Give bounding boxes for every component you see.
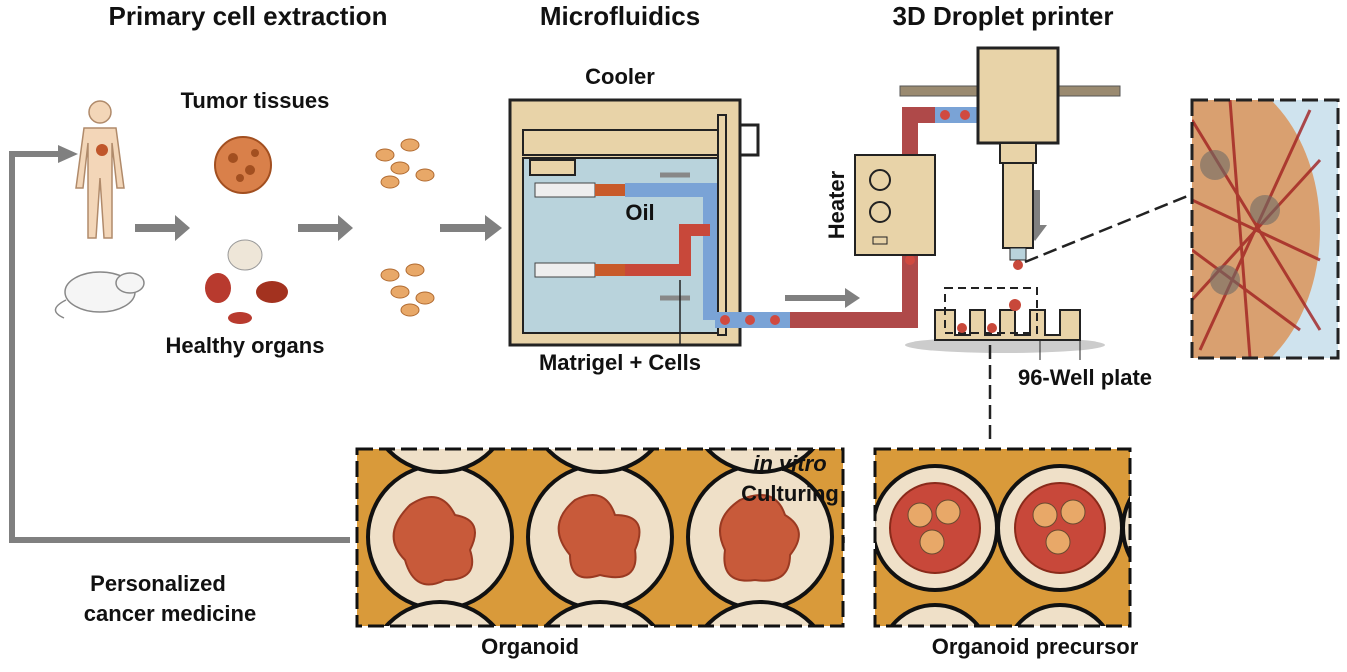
label: Healthy organs	[166, 333, 325, 358]
organoid-panel	[355, 447, 845, 628]
tumor-tissue	[214, 136, 272, 194]
arrows	[9, 145, 1047, 551]
label: Cooler	[585, 64, 655, 89]
well-plate	[905, 287, 1105, 445]
precursor-panel	[873, 447, 1132, 628]
label: Heater	[824, 170, 849, 239]
label: cancer medicine	[84, 601, 256, 626]
section-title: 3D Droplet printer	[892, 1, 1113, 31]
label: Organoid	[481, 634, 579, 659]
section-title: Primary cell extraction	[109, 1, 388, 31]
cells	[375, 138, 435, 317]
section-title: Microfluidics	[540, 1, 700, 31]
label: in vitro	[753, 451, 826, 476]
organs	[205, 239, 288, 324]
label: Matrigel + Cells	[539, 350, 701, 375]
label: Personalized	[90, 571, 226, 596]
label: Organoid precursor	[932, 634, 1139, 659]
label: 96-Well plate	[1018, 365, 1152, 390]
printer	[854, 46, 1191, 270]
zoom-panel	[1190, 98, 1340, 360]
label: Oil	[625, 200, 654, 225]
tubing	[715, 107, 990, 328]
cooler	[508, 98, 760, 347]
rat	[54, 271, 145, 319]
human-figure	[75, 100, 125, 239]
label: Culturing	[741, 481, 839, 506]
label: Tumor tissues	[181, 88, 330, 113]
